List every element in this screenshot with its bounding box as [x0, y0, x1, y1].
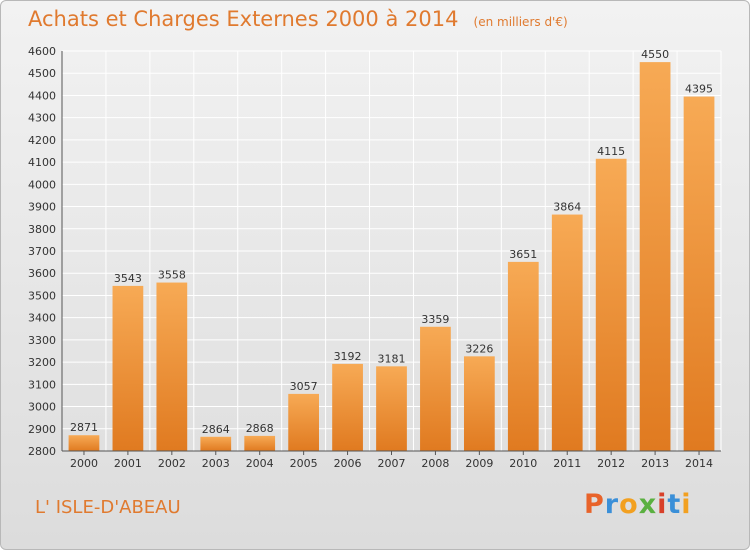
bar-value-label: 4115 — [597, 145, 625, 158]
bar[interactable] — [683, 96, 715, 452]
y-tick-label: 3100 — [28, 378, 56, 391]
bar-value-label: 3192 — [334, 350, 362, 363]
bar[interactable] — [376, 366, 407, 451]
bar[interactable] — [244, 435, 276, 451]
bar[interactable] — [332, 363, 363, 451]
x-tick-label: 2005 — [290, 457, 318, 470]
x-tick-label: 2013 — [641, 457, 669, 470]
bar-value-label: 3226 — [465, 342, 493, 355]
bar[interactable] — [463, 356, 495, 451]
logo-letter: o — [619, 489, 639, 520]
y-tick-label: 4600 — [28, 45, 56, 58]
y-tick-label: 4200 — [28, 134, 56, 147]
y-tick-label: 4000 — [28, 178, 56, 191]
y-tick-label: 2800 — [28, 445, 56, 458]
bar[interactable] — [420, 326, 451, 451]
bar[interactable] — [112, 285, 144, 451]
y-tick-label: 3400 — [28, 312, 56, 325]
bar[interactable] — [200, 436, 232, 451]
x-tick-label: 2007 — [378, 457, 406, 470]
y-tick-label: 4300 — [28, 112, 56, 125]
bar-value-label: 3651 — [509, 248, 537, 261]
bar-value-label: 3057 — [290, 380, 318, 393]
y-tick-label: 4500 — [28, 67, 56, 80]
x-tick-label: 2008 — [421, 457, 449, 470]
x-tick-label: 2012 — [597, 457, 625, 470]
bar-value-label: 3181 — [378, 352, 406, 365]
y-tick-label: 3800 — [28, 223, 56, 236]
proxiti-logo[interactable]: Proxiti — [584, 489, 692, 520]
x-tick-label: 2009 — [465, 457, 493, 470]
x-tick-label: 2010 — [509, 457, 537, 470]
x-tick-label: 2001 — [114, 457, 142, 470]
y-tick-label: 3700 — [28, 245, 56, 258]
bar[interactable] — [288, 393, 320, 451]
bar[interactable] — [639, 62, 671, 451]
location-name: L' ISLE-D'ABEAU — [35, 497, 181, 518]
bar-value-label: 4395 — [685, 83, 713, 96]
title-row: Achats et Charges Externes 2000 à 2014 (… — [28, 7, 568, 31]
y-tick-label: 3600 — [28, 267, 56, 280]
y-tick-label: 4100 — [28, 156, 56, 169]
logo-letter: P — [584, 489, 605, 520]
y-tick-label: 3500 — [28, 289, 56, 302]
logo-letter: t — [667, 489, 682, 520]
logo-letter: x — [638, 489, 658, 520]
bar-value-label: 3558 — [158, 269, 186, 282]
bar-value-label: 2864 — [202, 423, 230, 436]
x-tick-label: 2011 — [553, 457, 581, 470]
bar[interactable] — [156, 282, 188, 451]
bar[interactable] — [68, 435, 100, 451]
bar-value-label: 3359 — [421, 313, 449, 326]
x-tick-label: 2003 — [202, 457, 230, 470]
x-tick-label: 2000 — [70, 457, 98, 470]
x-tick-label: 2014 — [685, 457, 713, 470]
logo-letter: r — [604, 489, 620, 520]
bar[interactable] — [507, 261, 539, 451]
bar-value-label: 4550 — [641, 48, 669, 61]
logo-letter: i — [657, 489, 668, 520]
bar-value-label: 3864 — [553, 201, 581, 214]
chart-subtitle: (en milliers d'€) — [473, 15, 568, 29]
y-tick-label: 4400 — [28, 89, 56, 102]
bar-value-label: 3543 — [114, 272, 142, 285]
y-tick-label: 3300 — [28, 334, 56, 347]
bar[interactable] — [595, 158, 627, 451]
y-tick-label: 3900 — [28, 201, 56, 214]
bar[interactable] — [551, 214, 583, 451]
x-tick-label: 2004 — [246, 457, 274, 470]
chart-title: Achats et Charges Externes 2000 à 2014 — [28, 7, 459, 31]
x-tick-label: 2002 — [158, 457, 186, 470]
y-tick-label: 3200 — [28, 356, 56, 369]
y-tick-label: 3000 — [28, 401, 56, 414]
x-tick-label: 2006 — [334, 457, 362, 470]
bar-value-label: 2868 — [246, 422, 274, 435]
logo-letter: i — [681, 489, 692, 520]
y-tick-label: 2900 — [28, 423, 56, 436]
bar-value-label: 2871 — [70, 421, 98, 434]
